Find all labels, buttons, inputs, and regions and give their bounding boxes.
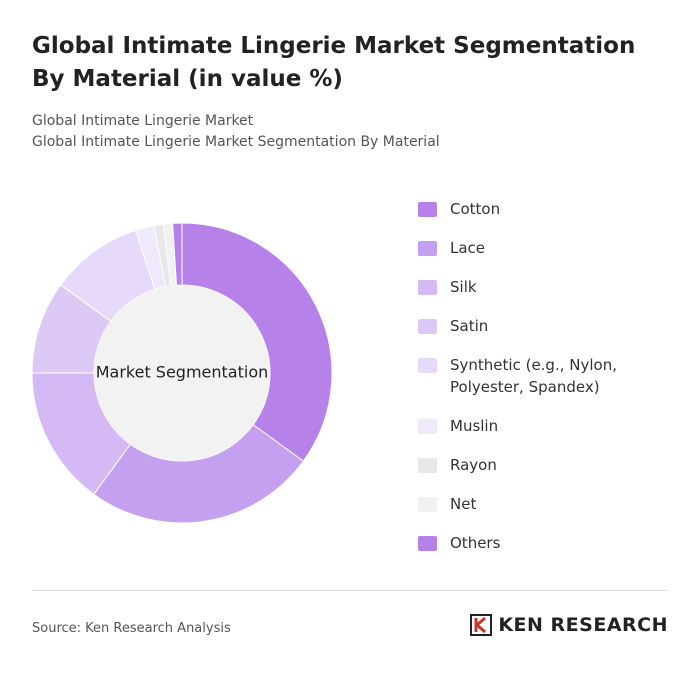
legend-swatch	[418, 358, 437, 373]
subtitle: Global Intimate Lingerie Market Segmenta…	[32, 134, 440, 150]
source: Source: Ken Research Analysis	[32, 621, 231, 636]
subtitle: Global Intimate Lingerie Market	[32, 113, 254, 129]
donut-hole	[94, 285, 270, 461]
legend-item: Rayon	[418, 454, 688, 476]
legend-item: Lace	[418, 237, 688, 259]
legend-swatch	[418, 202, 437, 217]
center-label: Market Segmentation	[96, 363, 269, 382]
legend-item: Silk	[418, 276, 688, 298]
legend-swatch	[418, 280, 437, 295]
legend-label: Satin	[450, 317, 489, 335]
donut-chart: Market Segmentation	[31, 222, 333, 524]
legend-swatch	[418, 497, 437, 512]
legend-label: Lace	[450, 239, 486, 257]
chart-title: Global Intimate Lingerie Market Segmenta…	[32, 33, 636, 92]
logo-icon	[470, 614, 493, 636]
logo-text: KEN RESEARCH	[498, 614, 668, 636]
legend-item: Muslin	[418, 415, 688, 437]
legend-label: Muslin	[450, 417, 499, 435]
legend-item: Net	[418, 493, 688, 515]
legend-swatch	[418, 458, 437, 473]
legend-item: Synthetic (e.g., Nylon, Polyester, Spand…	[418, 354, 688, 398]
legend: Cotton Lace Silk Satin Synthetic (e.g., Nylo…	[418, 198, 688, 554]
legend-swatch	[418, 241, 437, 256]
legend-item: Satin	[418, 315, 688, 337]
legend-swatch	[418, 419, 437, 434]
legend-label: Net	[450, 495, 477, 513]
legend-label: Synthetic (e.g., Nylon, Polyester, Spand…	[450, 356, 617, 396]
legend-swatch	[418, 319, 437, 334]
legend-label: Others	[450, 534, 501, 552]
logo: KEN RESEARCH	[470, 614, 668, 636]
legend-item: Cotton	[418, 198, 688, 220]
legend-label: Silk	[450, 278, 477, 296]
legend-label: Rayon	[450, 456, 497, 474]
divider	[32, 590, 668, 591]
legend-item: Others	[418, 532, 688, 554]
legend-swatch	[418, 536, 437, 551]
legend-label: Cotton	[450, 200, 501, 218]
